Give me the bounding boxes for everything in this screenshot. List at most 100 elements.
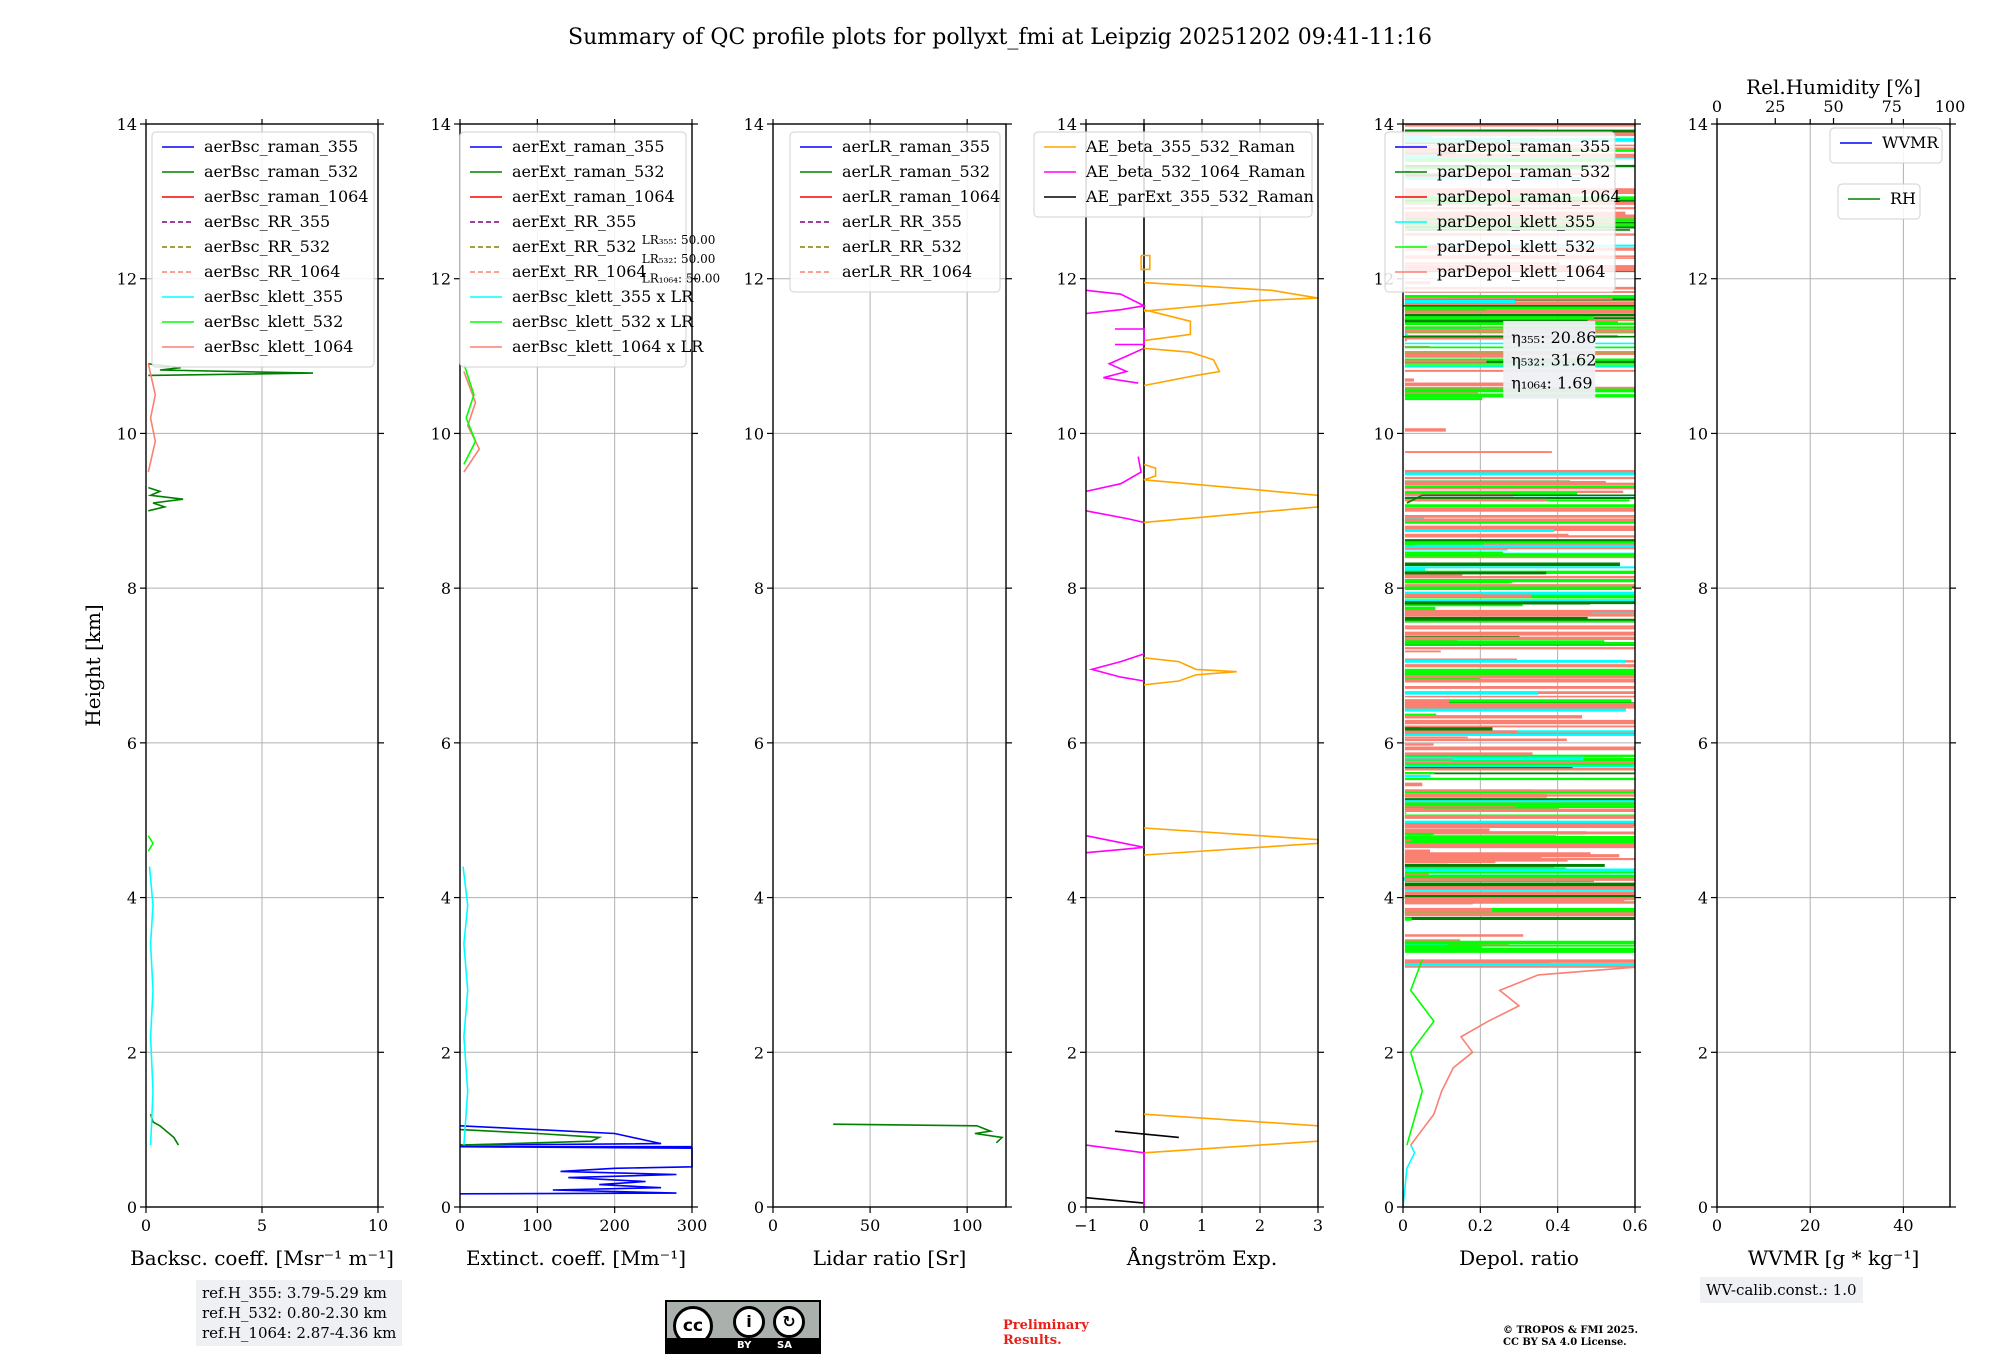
legend-entry: AE_beta_532_1064_Raman — [1085, 162, 1305, 181]
series-line — [1143, 657, 1237, 686]
y-tick-label: 4 — [1384, 889, 1394, 908]
series-line — [1085, 456, 1142, 493]
legend-entry: parDepol_klett_1064 — [1437, 262, 1606, 281]
legend-entry: parDepol_klett_532 — [1437, 237, 1595, 256]
top-tick-label: 25 — [1765, 97, 1785, 116]
copyright-line-1: © TROPOS & FMI 2025. — [1503, 1325, 1639, 1336]
legend-box — [459, 131, 687, 368]
preliminary-note: Preliminary Results. — [1003, 1318, 1089, 1348]
axes-frame — [459, 123, 693, 1208]
series-line — [1103, 347, 1145, 384]
annotations: η₃₅₅: 20.86 η₅₃₂: 31.62 η₁₀₆₄: 1.69 — [1503, 320, 1596, 399]
series-line — [1410, 966, 1636, 1146]
x-tick-label: 0.2 — [1468, 1216, 1493, 1235]
y-tick-label: 0 — [1067, 1198, 1077, 1217]
x-tick-label: 300 — [677, 1216, 708, 1235]
legend: aerExt_raman_355 aerExt_raman_532 aerExt_r… — [459, 131, 704, 368]
y-tick-label: 10 — [117, 424, 137, 443]
series-line — [463, 363, 477, 465]
annotation-text: η₅₃₂: 31.62 — [1511, 350, 1596, 369]
series-line — [459, 1125, 662, 1146]
legend-entry: parDepol_raman_355 — [1437, 137, 1610, 156]
annotation-text: LR₃₅₅: 50.00 — [642, 233, 716, 247]
x-axis-label: Lidar ratio [Sr] — [813, 1246, 967, 1270]
top-tick-label: 75 — [1882, 97, 1902, 116]
series-line — [462, 866, 469, 1146]
top-tick-label: 0 — [1712, 97, 1722, 116]
x-axis-label: Depol. ratio — [1459, 1246, 1579, 1270]
legend-box — [151, 131, 375, 368]
x-tick-label: 0.6 — [1622, 1216, 1647, 1235]
legend: parDepol_raman_355 parDepol_raman_532 parD… — [1384, 131, 1621, 293]
annotations: LR₃₅₅: 50.00 LR₅₃₂: 50.00 LR₁₀₆₄: 50.00 — [642, 233, 720, 286]
legend-entry: aerExt_RR_532 — [512, 237, 636, 256]
x-tick-label: 0 — [455, 1216, 465, 1235]
legend-entry: aerBsc_RR_355 — [204, 212, 330, 231]
series-line — [147, 835, 154, 852]
panel-bsc: 0 5 10 0 2 4 6 8 10 12 14 Backsc. coeff. [Msr⁻¹ m⁻¹… — [81, 115, 394, 1270]
y-tick-label: 4 — [754, 889, 764, 908]
legend-box — [1033, 131, 1313, 218]
series-line — [1085, 834, 1145, 854]
y-tick-label: 2 — [1384, 1043, 1394, 1062]
y-tick-label: 12 — [1057, 270, 1077, 289]
axes-frame — [1402, 123, 1636, 1208]
x-tick-label: 0 — [1398, 1216, 1408, 1235]
y-tick-label: 10 — [1374, 424, 1394, 443]
y-tick-label: 8 — [441, 579, 451, 598]
y-tick-label: 4 — [441, 889, 451, 908]
series-line — [1143, 1140, 1319, 1154]
y-tick-label: 6 — [1384, 734, 1394, 753]
legend-entry: aerExt_RR_355 — [512, 212, 636, 231]
y-tick-label: 10 — [1057, 424, 1077, 443]
share-alike-icon: ↻ — [773, 1306, 805, 1338]
legend-entry: aerBsc_klett_1064 x LR — [512, 337, 704, 356]
y-tick-label: 12 — [431, 270, 451, 289]
legend-box — [789, 131, 1001, 293]
x-axis-label: Backsc. coeff. [Msr⁻¹ m⁻¹] — [130, 1246, 394, 1270]
y-tick-label: 2 — [1698, 1043, 1708, 1062]
legend-entry: aerBsc_klett_532 x LR — [512, 312, 694, 331]
license-sa: SA — [777, 1340, 792, 1351]
top-tick-label: 100 — [1935, 97, 1966, 116]
legend-wvmr: WVMR — [1829, 127, 1943, 164]
x-tick-label: 50 — [860, 1216, 880, 1235]
series-line — [1143, 308, 1192, 342]
legend-entry: parDepol_klett_355 — [1437, 212, 1595, 231]
series-line — [1143, 463, 1319, 524]
legend-entry: aerExt_raman_1064 — [512, 187, 675, 206]
legend-entry: aerBsc_raman_355 — [204, 137, 358, 156]
series-line — [1143, 827, 1319, 856]
series-line — [1406, 494, 1635, 504]
series-line — [1140, 254, 1151, 271]
legend-entry: aerBsc_klett_1064 — [204, 337, 353, 356]
y-tick-label: 14 — [1688, 115, 1708, 134]
license-by: BY — [737, 1340, 752, 1351]
legend-entry: WVMR — [1882, 133, 1939, 152]
y-tick-label: 8 — [127, 579, 137, 598]
series-line — [1406, 959, 1435, 1146]
legend-entry: aerExt_RR_1064 — [512, 262, 647, 281]
wv-calib-box: WV-calib.const.: 1.0 — [1700, 1277, 1863, 1303]
panel-lr: 0 50 100 0 2 4 6 8 10 12 14 Lidar ratio [Sr] aerLR_r… — [744, 115, 1012, 1270]
y-tick-label: 10 — [431, 424, 451, 443]
series-line — [463, 371, 481, 473]
legend-entry: AE_beta_355_532_Raman — [1085, 137, 1295, 156]
legend-entry: aerLR_raman_1064 — [842, 187, 1000, 206]
y-tick-label: 8 — [1384, 579, 1394, 598]
series-line — [833, 1123, 1004, 1144]
x-axis-label: WVMR [g * kg⁻¹] — [1748, 1246, 1920, 1270]
legend-entry: aerBsc_RR_1064 — [204, 262, 340, 281]
x-tick-label: 3 — [1313, 1216, 1323, 1235]
copyright-note: © TROPOS & FMI 2025. CC BY SA 4.0 Licens… — [1503, 1325, 1638, 1349]
y-tick-label: 8 — [1067, 579, 1077, 598]
y-tick-label: 0 — [441, 1198, 451, 1217]
series-line — [1085, 1144, 1145, 1207]
x-axis-label: Extinct. coeff. [Mm⁻¹] — [466, 1246, 686, 1270]
y-tick-label: 0 — [1384, 1198, 1394, 1217]
refh-1064: ref.H_1064: 2.87-4.36 km — [202, 1324, 397, 1342]
x-axis-label: Ångström Exp. — [1126, 1245, 1277, 1270]
axes-frame — [772, 123, 1007, 1208]
